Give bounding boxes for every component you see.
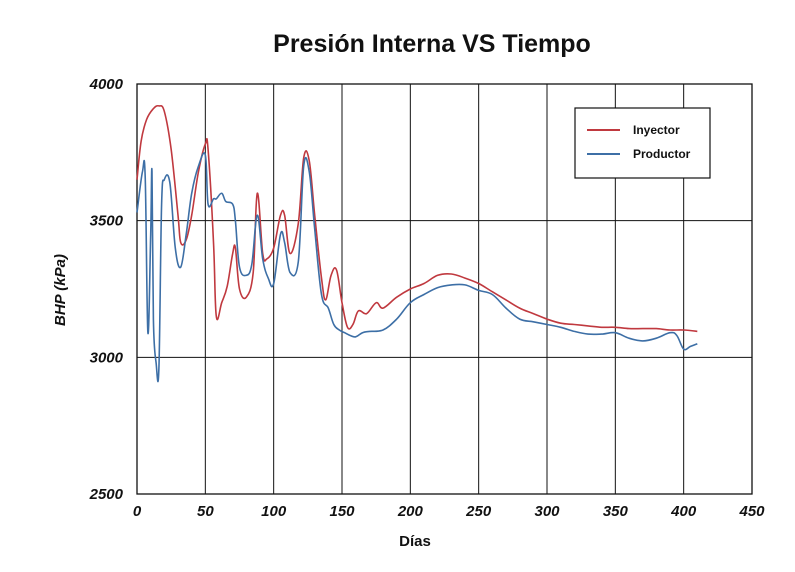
y-tick-label: 3000 bbox=[90, 349, 124, 366]
grid bbox=[136, 83, 753, 495]
x-tick-label: 450 bbox=[738, 503, 765, 520]
x-tick-label: 200 bbox=[397, 503, 424, 520]
x-tick-label: 350 bbox=[603, 503, 629, 520]
x-tick-label: 250 bbox=[465, 503, 492, 520]
x-tick-label: 300 bbox=[534, 503, 560, 520]
x-tick-label: 50 bbox=[197, 503, 214, 520]
y-tick-label: 4000 bbox=[89, 76, 124, 93]
y-tick-label: 2500 bbox=[89, 486, 124, 503]
tick-labels: 0 50 100 150 200 250 300 350 400 450 2500 3000 3500 4… bbox=[89, 76, 766, 520]
series-line-productor bbox=[136, 152, 698, 383]
y-axis-label: BHP (kPa) bbox=[52, 254, 69, 326]
legend-box bbox=[574, 107, 711, 179]
y-tick-label: 3500 bbox=[90, 213, 124, 230]
x-tick-label: 0 bbox=[133, 503, 142, 520]
x-tick-label: 150 bbox=[329, 503, 355, 520]
x-tick-label: 100 bbox=[261, 503, 287, 520]
legend: Inyector Productor bbox=[574, 107, 711, 179]
legend-label-productor: Productor bbox=[633, 147, 691, 161]
legend-label-inyector: Inyector bbox=[633, 123, 680, 137]
series-line-inyector bbox=[136, 104, 698, 333]
x-tick-label: 400 bbox=[670, 503, 697, 520]
plot-series bbox=[136, 104, 698, 383]
chart-title: Presión Interna VS Tiempo bbox=[273, 30, 591, 58]
x-axis-label: Días bbox=[399, 533, 431, 550]
